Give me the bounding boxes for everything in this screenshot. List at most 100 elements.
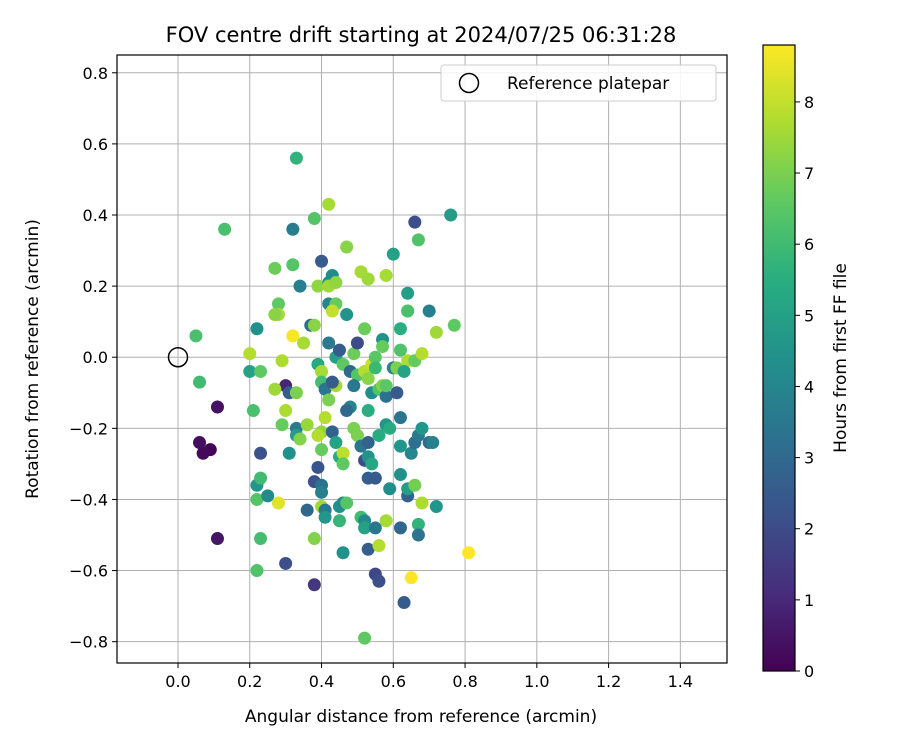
colorbar-tick-label: 4 <box>804 377 814 396</box>
data-point <box>358 631 372 645</box>
reference-point-marker <box>167 346 189 368</box>
data-point <box>393 322 407 336</box>
data-point <box>365 457 379 471</box>
data-point <box>383 482 397 496</box>
data-point <box>329 436 343 450</box>
data-point <box>246 404 260 418</box>
data-point <box>318 510 332 524</box>
data-point <box>275 418 289 432</box>
data-point <box>404 571 418 585</box>
data-point <box>404 446 418 460</box>
legend: Reference platepar <box>440 64 717 102</box>
colorbar-tick-label: 5 <box>804 306 814 325</box>
data-point <box>372 428 386 442</box>
data-point <box>379 514 393 528</box>
data-point <box>322 336 336 350</box>
data-point <box>393 343 407 357</box>
data-point <box>368 471 382 485</box>
data-point <box>411 517 425 531</box>
x-axis-label: Angular distance from reference (arcmin) <box>245 707 597 727</box>
data-point <box>307 318 321 332</box>
data-point <box>243 347 257 361</box>
data-point <box>415 496 429 510</box>
data-point <box>336 546 350 560</box>
data-point <box>340 404 354 418</box>
x-tick-label: 1.0 <box>524 672 549 691</box>
y-axis-label: Rotation from reference (arcmin) <box>23 219 43 499</box>
data-point <box>393 411 407 425</box>
data-point <box>379 268 393 282</box>
data-point <box>307 532 321 546</box>
y-tick-label: 0.4 <box>83 206 108 225</box>
data-point <box>293 432 307 446</box>
data-point <box>383 421 397 435</box>
data-point <box>268 308 282 322</box>
data-point <box>311 279 325 293</box>
data-point <box>415 421 429 435</box>
data-point <box>289 386 303 400</box>
data-point <box>397 364 411 378</box>
data-point <box>322 393 336 407</box>
data-point <box>297 336 311 350</box>
data-point <box>218 222 232 236</box>
data-point <box>361 436 375 450</box>
data-point <box>401 304 415 318</box>
data-point <box>311 428 325 442</box>
plot-frame <box>116 54 728 664</box>
data-point <box>368 521 382 535</box>
legend-label-reference: Reference platepar <box>507 74 669 94</box>
data-point <box>426 436 440 450</box>
data-point <box>393 468 407 482</box>
colorbar: 0 1 2 3 4 5 6 7 8 Hours from first FF file <box>762 44 851 681</box>
data-point <box>250 492 264 506</box>
data-point <box>340 496 354 510</box>
data-point <box>286 329 300 343</box>
data-point <box>347 347 361 361</box>
colorbar-tick-label: 2 <box>804 520 814 539</box>
data-point <box>275 354 289 368</box>
colorbar-tick-label: 1 <box>804 591 814 610</box>
data-point <box>315 254 329 268</box>
x-tick-label: 0.4 <box>309 672 334 691</box>
legend-reference-marker <box>458 72 480 94</box>
data-point <box>372 539 386 553</box>
data-point <box>361 372 375 386</box>
x-axis-ticks: 0.0 0.2 0.4 0.6 0.8 1.0 1.2 1.4 <box>165 663 693 691</box>
colorbar-label: Hours from first FF file <box>831 263 851 453</box>
data-point <box>422 304 436 318</box>
data-point <box>307 212 321 226</box>
data-point <box>282 446 296 460</box>
data-point <box>315 443 329 457</box>
data-point <box>379 389 393 403</box>
data-point <box>254 446 268 460</box>
data-point <box>415 347 429 361</box>
data-point <box>268 382 282 396</box>
data-point <box>271 496 285 510</box>
plot-area <box>116 54 728 664</box>
data-point <box>397 596 411 610</box>
data-point <box>408 478 422 492</box>
data-points <box>189 151 476 645</box>
data-point <box>390 386 404 400</box>
data-point <box>250 564 264 578</box>
y-tick-label: 0.8 <box>83 64 108 83</box>
colorbar-tick-label: 8 <box>804 93 814 112</box>
colorbar-tick-label: 0 <box>804 662 814 681</box>
data-point <box>325 375 339 389</box>
data-point <box>268 261 282 275</box>
data-point <box>393 439 407 453</box>
colorbar-tick-label: 3 <box>804 449 814 468</box>
data-point <box>279 404 293 418</box>
legend-box <box>440 64 717 102</box>
data-point <box>444 208 458 222</box>
data-point <box>318 411 332 425</box>
data-point <box>293 279 307 293</box>
data-point <box>411 528 425 542</box>
data-point <box>271 297 285 311</box>
y-tick-label: −0.2 <box>69 419 108 438</box>
data-point <box>361 272 375 286</box>
x-tick-label: 0.2 <box>237 672 262 691</box>
x-tick-label: 1.2 <box>596 672 621 691</box>
data-point <box>340 240 354 254</box>
